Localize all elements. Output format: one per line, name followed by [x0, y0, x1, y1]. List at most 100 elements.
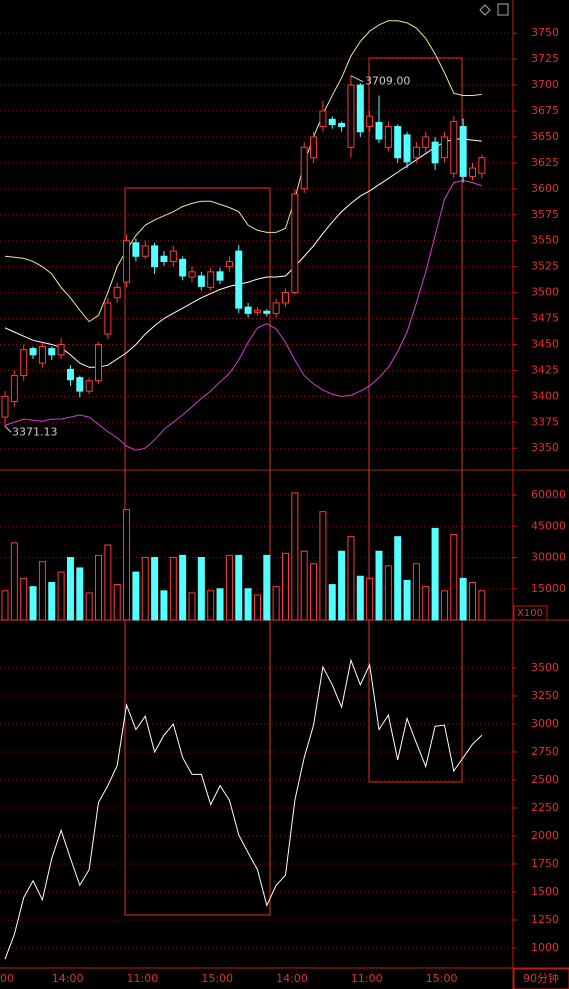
candle-body [113, 286, 121, 299]
candle-body [179, 258, 187, 277]
candle-body [95, 343, 102, 382]
candle-body [29, 348, 37, 356]
candle-body [123, 240, 131, 283]
volume-bar [478, 590, 486, 621]
volume-bar [197, 557, 205, 621]
candle-body [347, 84, 355, 148]
candle-body [450, 120, 458, 174]
y-tick-label: 3250 [531, 689, 559, 702]
volume-bar [10, 542, 18, 621]
volume-bar [394, 536, 402, 621]
icon[interactable] [497, 3, 509, 16]
candle-body [403, 134, 411, 163]
volume-bar [104, 544, 112, 621]
y-tick-label: 3000 [531, 717, 559, 730]
candle-body [188, 271, 196, 278]
candle-body [338, 122, 346, 128]
x-tick-label: 15:00 [426, 972, 458, 985]
volume-bar [1, 590, 9, 621]
period-label[interactable]: 90分钟 [523, 971, 559, 985]
volume-bar [375, 550, 383, 621]
y-tick-label: 3750 [531, 26, 559, 39]
volume-bar [469, 582, 476, 621]
volume-bar [76, 567, 84, 621]
candle-body [356, 84, 364, 133]
candle-body [57, 343, 65, 356]
volume-bar [347, 536, 355, 621]
volume-bar [123, 509, 131, 621]
volume-bar [95, 554, 102, 621]
volume-bar [253, 594, 261, 621]
volume-bar [319, 511, 327, 621]
y-tick-label: 30000 [531, 551, 566, 564]
volume-bar [440, 590, 448, 621]
icon[interactable] [479, 4, 491, 16]
x-tick-label: 00 [0, 972, 14, 985]
y-tick-label: 3725 [531, 52, 559, 65]
volume-bar [29, 586, 37, 621]
volume-bar [310, 563, 318, 621]
y-tick-label: 3375 [531, 415, 559, 428]
volume-bar [188, 592, 196, 621]
volume-bar [291, 492, 299, 621]
candle-body [76, 377, 84, 392]
candle-body [225, 260, 233, 268]
y-tick-label: 3700 [531, 78, 559, 91]
candle-body [384, 126, 392, 148]
y-tick-label: 2000 [531, 829, 559, 842]
candle-body [263, 310, 271, 314]
annotation-leader [4, 425, 12, 433]
y-tick-label: 3550 [531, 234, 559, 247]
volume-bar [66, 557, 74, 621]
y-tick-label: 3625 [531, 156, 559, 169]
candle-body [366, 115, 374, 128]
volume-bar [300, 550, 308, 621]
y-tick-label: 2750 [531, 745, 559, 758]
annotation: 3371.13 [12, 425, 58, 438]
y-tick-label: 3475 [531, 312, 559, 325]
y-tick-label: 3400 [531, 389, 559, 402]
candle-body [216, 271, 224, 281]
x-tick-label: 14:00 [276, 972, 308, 985]
y-tick-label: 15000 [531, 582, 566, 595]
volume-bar [272, 586, 280, 621]
volume-bar [57, 571, 65, 621]
candle-body [48, 348, 56, 356]
candle-body [20, 349, 28, 377]
unit-box [513, 605, 548, 621]
candle-body [235, 250, 243, 309]
volume-bar [113, 584, 121, 621]
band-line [4, 180, 483, 451]
highlight-box [368, 57, 463, 783]
candle-body [282, 292, 289, 304]
candle-body [394, 126, 402, 159]
volume-bar [151, 557, 159, 621]
y-tick-label: 3500 [531, 661, 559, 674]
candle-body [1, 395, 9, 418]
candle-body [66, 368, 74, 381]
candle-body [10, 375, 18, 403]
y-tick-label: 3450 [531, 337, 559, 350]
volume-bar [431, 527, 439, 621]
volume-bar [85, 592, 93, 621]
candle-body [328, 118, 336, 126]
volume-bar [450, 534, 458, 621]
candle-body [169, 250, 177, 262]
candle-body [291, 193, 299, 294]
volume-bar [235, 554, 243, 621]
y-tick-label: 3525 [531, 260, 559, 273]
candle-body [207, 271, 215, 288]
volume-bar [169, 557, 177, 621]
volume-bar [384, 565, 392, 621]
annotation: 3709.00 [365, 75, 411, 88]
volume-bar [366, 577, 374, 621]
y-tick-label: 3600 [531, 182, 559, 195]
y-tick-label: 3500 [531, 286, 559, 299]
y-tick-label: 3425 [531, 363, 559, 376]
volume-bar [225, 554, 233, 621]
period-box [513, 968, 569, 989]
unit-label: X100 [517, 608, 543, 619]
candle-body [469, 167, 476, 177]
candle-body [319, 110, 327, 128]
